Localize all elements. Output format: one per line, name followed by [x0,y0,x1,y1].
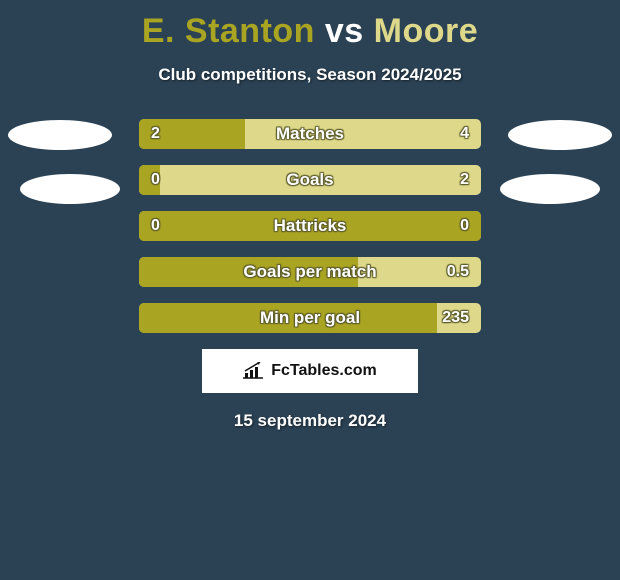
chart-row: 24Matches [139,119,481,149]
bar-right [139,165,481,195]
comparison-chart: 24Matches 02Goals 00Hattricks 0.5Goals per … [0,119,620,333]
bar-left [139,211,481,241]
chart-icon [243,362,267,380]
bar-left [139,165,160,195]
chart-row: 02Goals [139,165,481,195]
source-badge-text: FcTables.com [271,362,377,380]
title-player1: E. Stanton [142,12,315,50]
bar-left [139,257,358,287]
bar-left [139,119,245,149]
title-vs: vs [325,12,364,50]
chart-row: 0.5Goals per match [139,257,481,287]
subtitle: Club competitions, Season 2024/2025 [0,65,620,85]
bar-left [139,303,437,333]
title-player2: Moore [374,12,479,50]
chart-row: 235Min per goal [139,303,481,333]
source-badge: FcTables.com [202,349,418,393]
date-label: 15 september 2024 [0,411,620,431]
chart-row: 00Hattricks [139,211,481,241]
page-title: E. Stanton vs Moore [0,0,620,51]
